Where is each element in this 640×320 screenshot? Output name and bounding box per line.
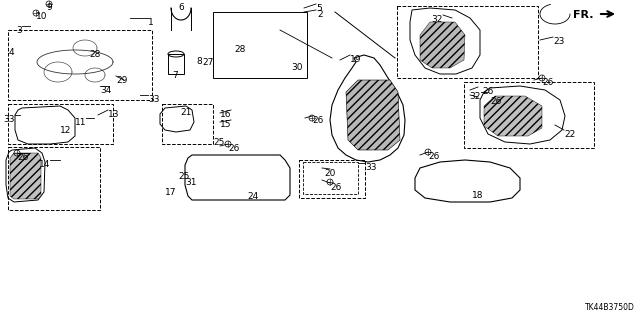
Text: 26: 26 (482, 87, 493, 96)
Bar (299, 160, 365, 198)
Text: 9: 9 (46, 3, 52, 12)
Text: 26: 26 (330, 183, 341, 192)
Bar (397, 6, 538, 78)
Text: 15: 15 (220, 120, 231, 129)
Text: 26: 26 (428, 152, 440, 161)
Text: 12: 12 (60, 126, 72, 135)
Bar (8, 147, 100, 210)
Text: 18: 18 (472, 191, 484, 200)
Text: 11: 11 (74, 118, 86, 127)
Text: 26: 26 (490, 97, 501, 106)
Text: 13: 13 (108, 110, 120, 119)
Polygon shape (10, 153, 41, 199)
Text: 4: 4 (8, 48, 14, 57)
Text: 25: 25 (214, 138, 225, 147)
Text: 5: 5 (316, 4, 322, 13)
Text: 30: 30 (291, 63, 303, 72)
Text: 32: 32 (470, 92, 481, 101)
Text: 26: 26 (17, 153, 28, 162)
Text: 33: 33 (3, 115, 15, 124)
Bar (8, 104, 113, 144)
Text: 19: 19 (350, 55, 362, 64)
Bar (162, 104, 213, 144)
Text: 10: 10 (36, 12, 47, 21)
Text: 24: 24 (248, 192, 259, 201)
Text: 16: 16 (220, 110, 231, 119)
Text: FR.: FR. (573, 10, 594, 20)
Text: 3: 3 (16, 26, 22, 35)
Bar (464, 82, 594, 148)
Polygon shape (346, 80, 400, 150)
Bar (168, 54, 184, 74)
Text: 20: 20 (324, 169, 336, 178)
Text: 8: 8 (196, 57, 202, 66)
Text: 34: 34 (100, 86, 111, 95)
Text: 1: 1 (148, 18, 154, 27)
Text: 6: 6 (178, 3, 184, 12)
Bar (8, 30, 152, 100)
Text: TK44B3750D: TK44B3750D (585, 303, 635, 312)
Text: 25: 25 (178, 172, 189, 181)
Text: 17: 17 (165, 188, 177, 197)
Text: 26: 26 (228, 144, 239, 153)
Text: 28: 28 (235, 45, 246, 54)
Text: 31: 31 (185, 178, 196, 187)
Bar (213, 12, 307, 78)
Text: 2: 2 (317, 10, 323, 19)
Text: 26: 26 (312, 116, 323, 125)
Text: 14: 14 (38, 160, 50, 169)
Polygon shape (420, 22, 465, 68)
Text: 32: 32 (431, 15, 443, 24)
Text: 7: 7 (172, 71, 178, 80)
Text: 27: 27 (202, 58, 213, 67)
Text: 29: 29 (116, 76, 127, 85)
Text: 22: 22 (564, 130, 575, 139)
Text: 23: 23 (553, 37, 564, 46)
Polygon shape (484, 96, 542, 136)
Text: 26: 26 (542, 78, 554, 87)
Text: 21: 21 (180, 108, 191, 117)
Text: 28: 28 (89, 50, 100, 59)
Text: 33: 33 (148, 95, 159, 104)
Text: 33: 33 (365, 163, 376, 172)
